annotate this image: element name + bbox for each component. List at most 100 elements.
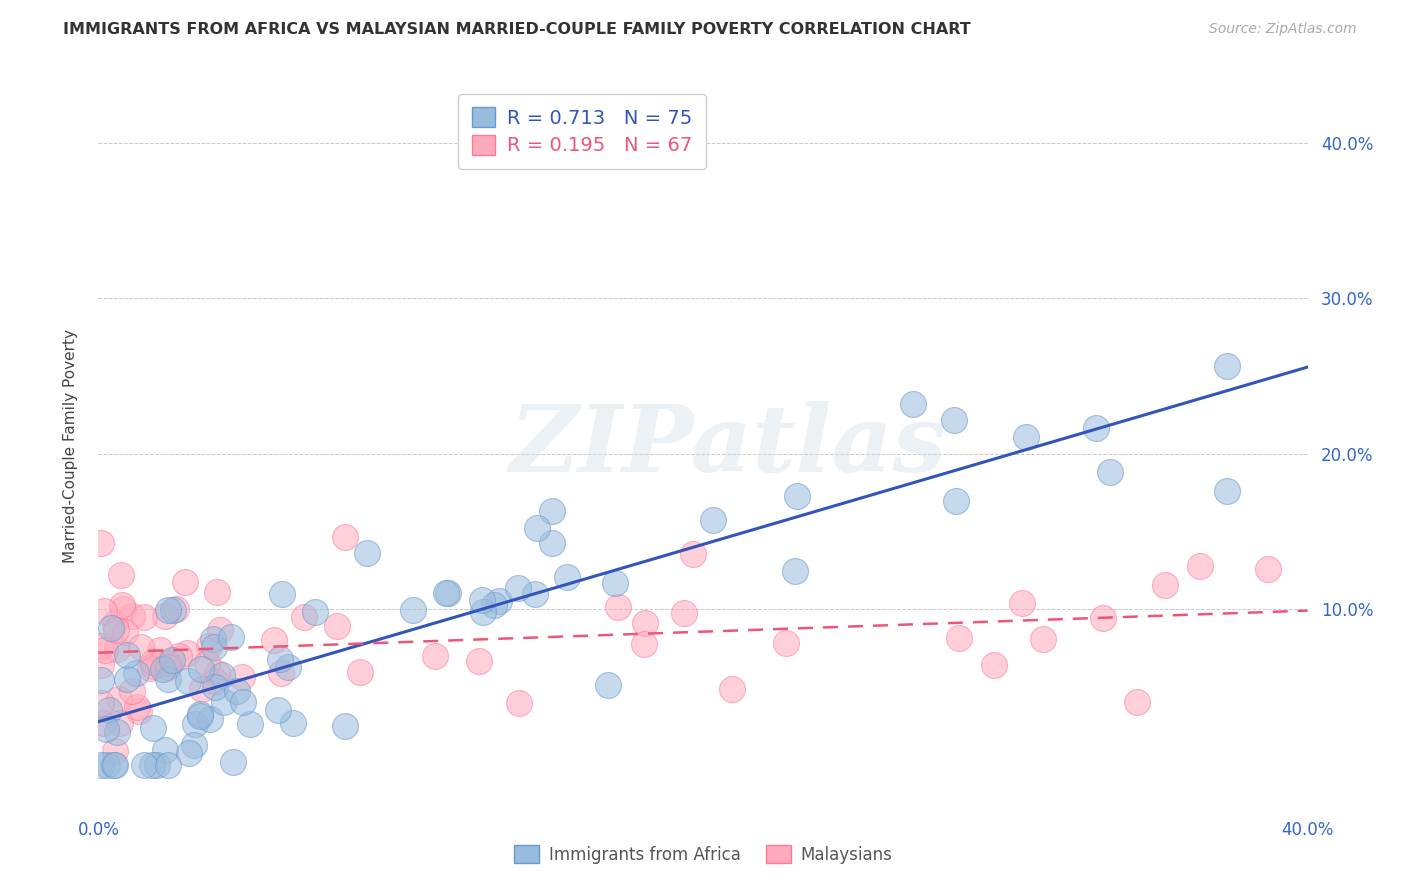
Point: [131, 640, 153, 655]
Point: [160, 653, 183, 667]
Point: [153, 743, 176, 757]
Point: [702, 513, 724, 527]
Point: [198, 712, 221, 726]
Legend: R = 0.713   N = 75, R = 0.195   N = 67: R = 0.713 N = 75, R = 0.195 N = 67: [458, 94, 706, 169]
Point: [183, 738, 205, 752]
Point: [111, 598, 134, 612]
Point: [190, 662, 212, 676]
Point: [948, 631, 970, 645]
Point: [540, 504, 562, 518]
Point: [190, 681, 212, 696]
Point: [114, 625, 136, 640]
Point: [786, 489, 808, 503]
Point: [225, 684, 247, 698]
Point: [269, 652, 291, 666]
Point: [142, 655, 165, 669]
Point: [104, 616, 127, 631]
Point: [142, 658, 165, 673]
Point: [1153, 578, 1175, 592]
Point: [785, 564, 807, 578]
Point: [156, 603, 179, 617]
Point: [239, 717, 262, 731]
Point: [198, 639, 221, 653]
Point: [157, 660, 180, 674]
Point: [326, 619, 349, 633]
Point: [134, 758, 156, 772]
Point: [222, 755, 245, 769]
Point: [167, 649, 190, 664]
Point: [1125, 695, 1147, 709]
Point: [90, 673, 112, 687]
Point: [156, 672, 179, 686]
Point: [152, 662, 174, 676]
Point: [93, 715, 115, 730]
Point: [1032, 632, 1054, 647]
Point: [90, 758, 112, 772]
Point: [166, 602, 188, 616]
Point: [94, 722, 117, 736]
Point: [98, 703, 121, 717]
Point: [134, 609, 156, 624]
Point: [270, 665, 292, 680]
Point: [93, 643, 115, 657]
Point: [121, 684, 143, 698]
Point: [139, 661, 162, 675]
Point: [231, 670, 253, 684]
Point: [104, 744, 127, 758]
Point: [115, 648, 138, 662]
Point: [142, 722, 165, 736]
Point: [105, 641, 128, 656]
Point: [682, 547, 704, 561]
Point: [1216, 483, 1239, 498]
Point: [105, 623, 128, 637]
Point: [1092, 611, 1115, 625]
Point: [104, 758, 127, 772]
Point: [90, 657, 112, 672]
Point: [277, 659, 299, 673]
Point: [436, 586, 458, 600]
Point: [335, 530, 357, 544]
Point: [281, 716, 304, 731]
Point: [188, 709, 211, 723]
Text: Source: ZipAtlas.com: Source: ZipAtlas.com: [1209, 22, 1357, 37]
Point: [270, 587, 292, 601]
Point: [1257, 561, 1279, 575]
Point: [333, 719, 356, 733]
Point: [107, 692, 129, 706]
Point: [596, 678, 619, 692]
Y-axis label: Married-Couple Family Poverty: Married-Couple Family Poverty: [63, 329, 77, 563]
Point: [103, 758, 125, 772]
Point: [524, 587, 547, 601]
Text: IMMIGRANTS FROM AFRICA VS MALAYSIAN MARRIED-COUPLE FAMILY POVERTY CORRELATION CH: IMMIGRANTS FROM AFRICA VS MALAYSIAN MARR…: [63, 22, 972, 37]
Point: [356, 546, 378, 560]
Point: [540, 536, 562, 550]
Point: [176, 646, 198, 660]
Point: [1188, 559, 1211, 574]
Point: [90, 696, 112, 710]
Point: [482, 599, 505, 613]
Point: [901, 397, 924, 411]
Point: [209, 624, 232, 638]
Point: [467, 654, 489, 668]
Point: [128, 704, 150, 718]
Point: [634, 615, 657, 630]
Point: [156, 656, 179, 670]
Point: [211, 668, 233, 682]
Point: [508, 696, 530, 710]
Point: [162, 603, 184, 617]
Point: [153, 609, 176, 624]
Point: [349, 665, 371, 679]
Point: [90, 535, 112, 549]
Point: [148, 643, 170, 657]
Point: [176, 673, 198, 688]
Point: [488, 594, 510, 608]
Point: [1098, 466, 1121, 480]
Point: [146, 758, 169, 772]
Point: [173, 575, 195, 590]
Point: [304, 605, 326, 619]
Point: [1015, 430, 1038, 444]
Point: [93, 604, 115, 618]
Point: [437, 586, 460, 600]
Point: [945, 493, 967, 508]
Text: ZIPatlas: ZIPatlas: [509, 401, 946, 491]
